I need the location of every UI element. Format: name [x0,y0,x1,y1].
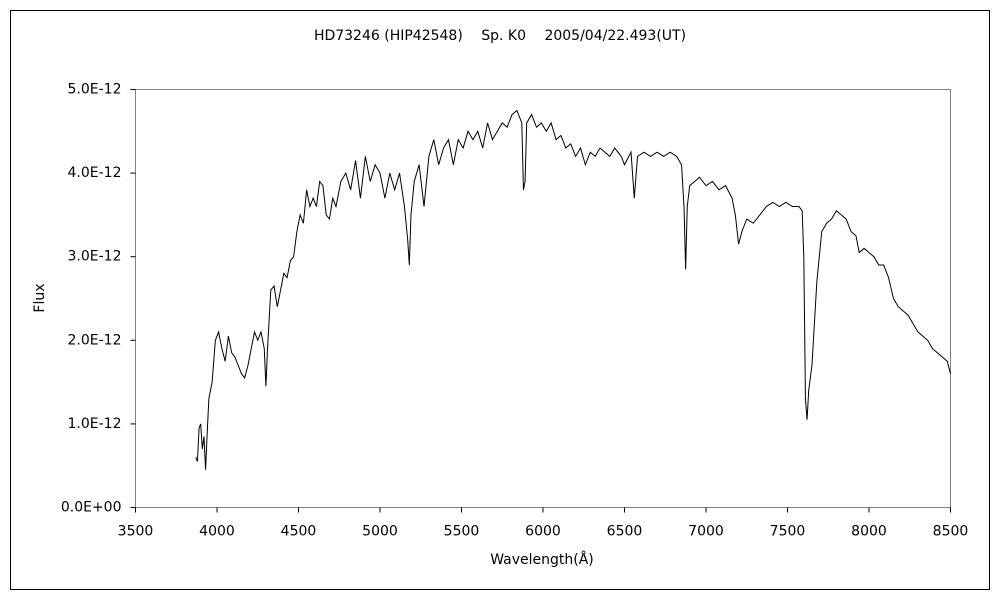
y-tick-label: 0.0E+00 [61,500,122,516]
y-tick-label: 5.0E-12 [68,82,122,98]
x-tick-label: 6000 [525,524,561,540]
x-tick-label: 4000 [199,524,235,540]
x-tick-label: 5500 [444,524,480,540]
y-tick-label: 1.0E-12 [68,416,122,432]
y-tick-label: 3.0E-12 [68,249,122,265]
x-tick-label: 6500 [607,524,643,540]
x-tick-label: 7000 [688,524,724,540]
spectrum-line [195,109,951,470]
y-tick-label: 2.0E-12 [68,332,122,348]
plot-area [135,89,951,508]
x-tick-label: 7500 [770,524,806,540]
x-tick-label: 8500 [933,524,969,540]
y-tick-label: 4.0E-12 [68,165,122,181]
x-axis-label: Wavelength(Å) [490,551,594,568]
x-tick-label: 4500 [281,524,317,540]
x-tick-label: 3500 [118,524,154,540]
x-tick-label: 8000 [851,524,887,540]
chart-title: HD73246 (HIP42548) Sp. K0 2005/04/22.493… [314,28,686,44]
x-tick-label: 5000 [362,524,398,540]
y-axis-label: Flux [32,283,48,312]
